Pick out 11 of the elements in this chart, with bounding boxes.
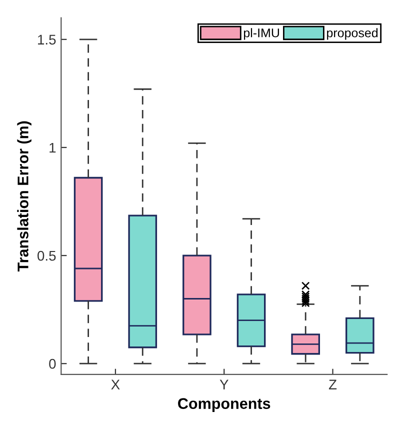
y-tick-label: 1.5 <box>38 34 56 45</box>
y-axis-title: Translation Error (m) <box>17 121 32 272</box>
x-tick-label: Y <box>220 380 228 390</box>
x-tick-label: Z <box>328 380 337 390</box>
y-tick-label: 1 <box>50 142 56 153</box>
y-tick-label: 0 <box>49 358 56 369</box>
legend-label: pl-IMU <box>244 28 279 40</box>
x-axis-title: Components <box>178 398 270 412</box>
y-tick-label: 0.5 <box>38 250 56 261</box>
legend-label: proposed <box>327 28 378 40</box>
x-tick-label: X <box>111 380 120 390</box>
